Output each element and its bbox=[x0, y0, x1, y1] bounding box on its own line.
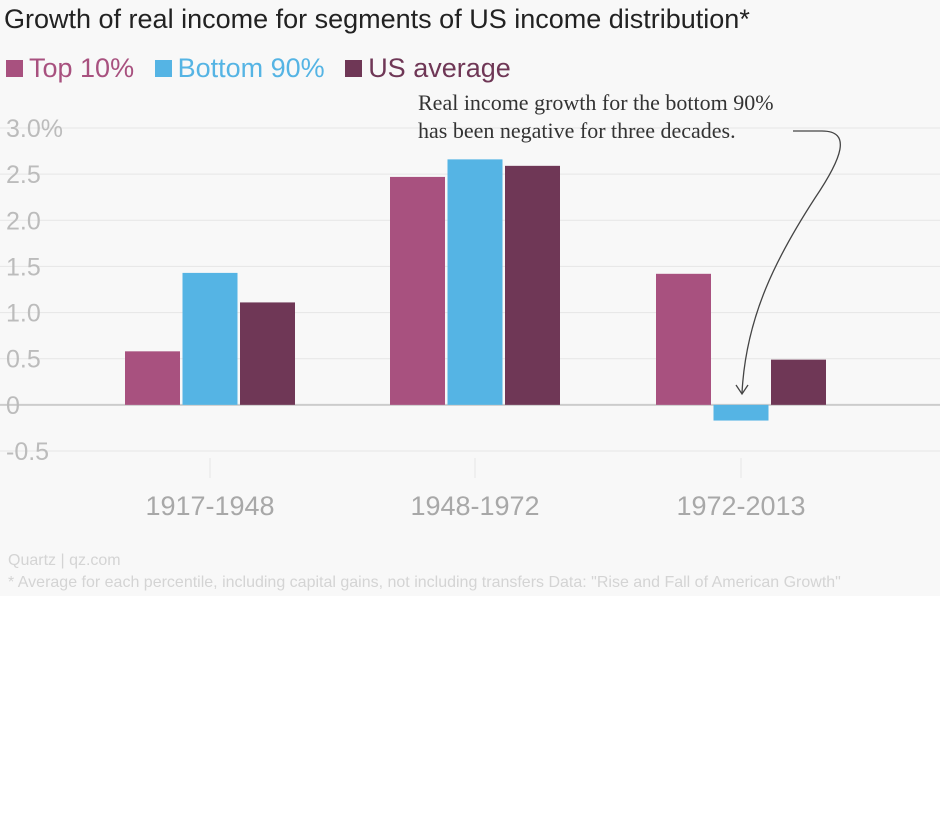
x-tick-label: 1948-1972 bbox=[410, 491, 539, 521]
x-axis-ticks bbox=[209, 458, 742, 478]
annotation-line-2: has been negative for three decades. bbox=[418, 118, 736, 143]
y-tick-label: 2.5 bbox=[6, 161, 41, 189]
annotation: Real income growth for the bottom 90% ha… bbox=[418, 90, 841, 396]
bar-us-average-1948-1972 bbox=[505, 165, 560, 405]
footnote: * Average for each percentile, including… bbox=[8, 574, 841, 591]
legend-label-top-10: Top 10% bbox=[29, 53, 135, 83]
bar-chart: 3.0% 2.5 2.0 1.5 1.0 0.5 0 -0.5 1917-1948 1948-1… bbox=[0, 90, 940, 521]
chart-title: Growth of real income for segments of US… bbox=[4, 4, 750, 34]
y-axis-ticks: 3.0% 2.5 2.0 1.5 1.0 0.5 0 -0.5 bbox=[6, 115, 63, 466]
source-credit: Quartz | qz.com bbox=[8, 552, 121, 569]
chart-legend: Top 10% Bottom 90% US average bbox=[6, 53, 524, 84]
annotation-arrow bbox=[741, 130, 841, 394]
chart-card: Growth of real income for segments of US… bbox=[0, 4, 940, 591]
annotation-line-1: Real income growth for the bottom 90% bbox=[418, 90, 774, 115]
legend-label-us-average: US average bbox=[368, 53, 511, 83]
y-tick-label: 1.0 bbox=[6, 300, 41, 328]
y-tick-label: 2.0 bbox=[6, 207, 41, 235]
bar-bottom-90-1948-1972 bbox=[447, 159, 503, 405]
x-tick-label: 1917-1948 bbox=[145, 491, 274, 521]
y-tick-label: 1.5 bbox=[6, 253, 41, 281]
y-tick-label: 0 bbox=[6, 392, 20, 420]
legend-item-us-average: US average bbox=[345, 53, 511, 84]
x-tick-label: 1972-2013 bbox=[676, 491, 805, 521]
bar-bottom-90-1972-2013 bbox=[713, 404, 769, 421]
bars bbox=[125, 159, 826, 421]
legend-item-bottom-90: Bottom 90% bbox=[154, 53, 325, 84]
y-tick-label: -0.5 bbox=[6, 438, 49, 466]
legend-label-bottom-90: Bottom 90% bbox=[177, 53, 325, 83]
bar-us-average-1917-1948 bbox=[240, 302, 295, 405]
bar-bottom-90-1917-1948 bbox=[182, 272, 238, 405]
bar-top-10-1917-1948 bbox=[125, 351, 180, 405]
legend-swatch-bottom-90 bbox=[154, 60, 172, 77]
bar-top-10-1972-2013 bbox=[656, 273, 711, 405]
y-tick-label: 0.5 bbox=[6, 346, 41, 374]
bar-us-average-1972-2013 bbox=[771, 359, 826, 405]
legend-swatch-top-10 bbox=[6, 60, 23, 77]
legend-item-top-10: Top 10% bbox=[6, 53, 134, 84]
y-tick-label: 3.0% bbox=[6, 115, 63, 143]
bar-top-10-1948-1972 bbox=[390, 176, 445, 405]
annotation-arrowhead-icon bbox=[735, 384, 749, 396]
legend-swatch-us-average bbox=[345, 60, 363, 77]
x-axis-labels: 1917-1948 1948-1972 1972-2013 bbox=[145, 491, 805, 521]
